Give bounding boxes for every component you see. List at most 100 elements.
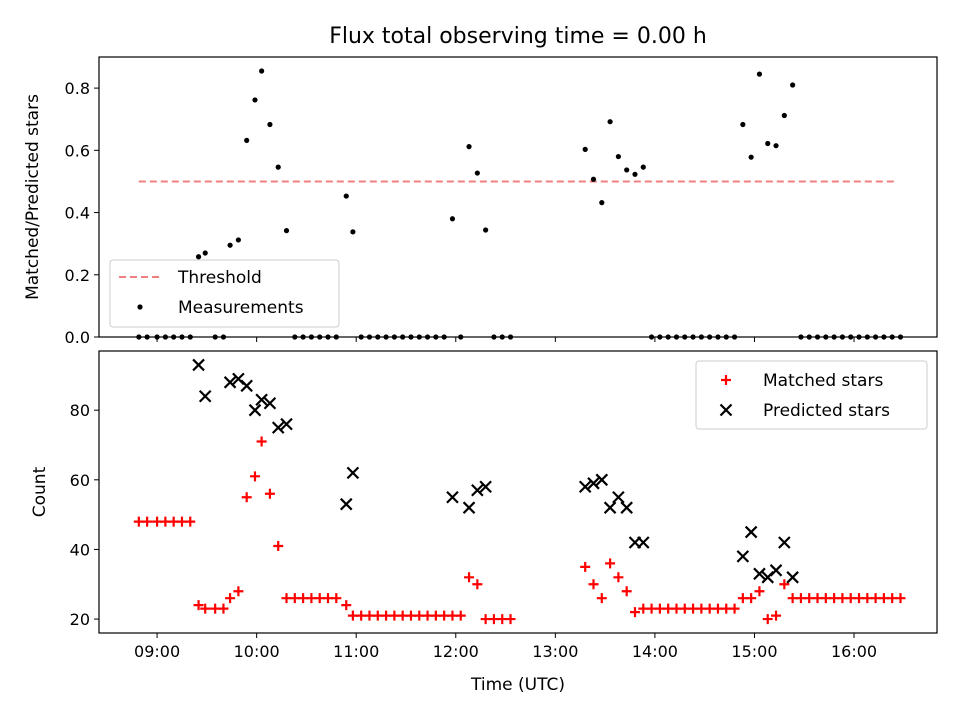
matched-stars-point [241,492,252,503]
measurement-point [227,242,233,248]
predicted-stars-point [446,490,459,504]
predicted-stars-point [769,564,783,577]
predicted-stars-point [753,567,766,581]
legend-matched-swatch [721,375,731,385]
bottom-legend: Matched stars Predicted stars [695,360,928,430]
matched-stars-point [249,471,260,482]
matched-stars-point [233,586,244,597]
bottom-legend-box [695,360,928,430]
predicted-stars-point [271,421,285,434]
measurement-point [283,228,290,234]
measurement-point [483,227,489,233]
measurement-point [466,144,472,150]
measurement-point [275,164,281,170]
measurement-point [195,254,202,260]
matched-stars-point [605,558,616,569]
measurement-point [624,167,630,173]
predicted-stars-point [240,379,253,393]
measurement-point [640,164,646,170]
predicted-stars-point [778,536,791,549]
predicted-stars-point [346,466,360,480]
measurement-point [202,250,208,256]
measurement-point [615,153,621,160]
predicted-stars-point [339,497,353,511]
matched-stars-point [472,579,483,590]
bottom-panel: Count Time (UTC) 09:00 10:00 11:00 12:00 13:… [30,350,938,695]
predicted-stars-point [612,490,625,504]
matched-stars-point [193,600,204,611]
matched-stars-point [613,572,624,583]
predicted-stars-point [263,396,277,410]
measurement-point [590,176,597,182]
x-tick-label: 13:00 [532,642,578,661]
matched-stars-point [779,579,790,590]
x-tick-label: 12:00 [433,642,479,661]
matched-stars-point [505,614,516,625]
predicted-stars-point [578,480,592,494]
matched-stars-point [746,593,757,604]
matched-stars-point [629,607,640,618]
measurement-point [244,137,250,143]
measurement-point [449,216,456,222]
predicted-stars-point [603,501,617,514]
matched-stars-point [273,540,284,551]
matched-stars-point [341,600,352,611]
predicted-stars-point [255,393,268,407]
matched-stars-point [895,593,906,604]
top-legend-box [109,259,340,328]
measurement-point [252,97,258,103]
matched-stars-point [580,561,591,572]
x-tick-label: 11:00 [333,642,379,661]
measurement-point [235,237,241,243]
legend-measurements-swatch [137,304,143,310]
x-tick-label: 15:00 [731,642,777,661]
bottom-y-axis-label: Count [30,466,50,517]
matched-stars-point [588,579,599,590]
matched-stars-point [762,614,773,625]
y-tick-label: 0.6 [65,141,90,160]
measurement-point [582,146,588,152]
matched-stars-point [200,603,211,614]
predicted-stars-point [198,389,212,403]
matched-stars-point [596,593,607,604]
measurement-point [343,193,349,199]
x-tick-label: 09:00 [134,642,180,661]
measurement-point [259,68,265,74]
measurement-point [474,170,480,176]
predicted-stars-point [786,571,799,584]
chart-title: Flux total observing time = 0.00 h [329,24,707,49]
top-panel: Matched/Predicted stars 0.0 0.2 0.4 0.6 0.8 T… [23,56,938,347]
matched-stars-point [142,516,153,527]
legend-threshold-label: Threshold [177,268,262,288]
y-tick-label: 0.2 [65,266,90,285]
matched-stars-point [621,586,632,597]
bottom-axes-frame [98,350,938,634]
matched-stars-point [185,516,196,527]
predicted-stars-point [280,417,293,431]
predicted-stars-point [637,536,650,549]
legend-predicted-label: Predicted stars [763,401,890,421]
predicted-stars-point [744,525,758,539]
measurement-point [790,82,796,88]
matched-stars-point [264,488,275,499]
measurement-point [267,121,273,128]
measurement-point [748,154,754,160]
matched-stars-point [225,593,236,604]
measurement-point [632,171,638,177]
x-tick-label: 10:00 [234,642,280,661]
x-tick-label: 14:00 [632,642,678,661]
measurement-point [350,229,356,235]
x-tick-label: 16:00 [831,642,877,661]
predicted-stars-point [620,501,633,514]
measurement-point [756,71,763,77]
measurement-point [781,112,787,119]
top-y-axis-label: Matched/Predicted stars [23,94,43,300]
y-tick-label: 40 [70,540,90,559]
y-tick-label: 0.8 [65,79,90,98]
matched-stars-point [729,603,740,614]
predicted-stars-point [587,477,600,490]
top-legend: Threshold Measurements [109,259,340,328]
matched-stars-point [464,572,475,583]
legend-matched-label: Matched stars [763,371,883,391]
measurement-point [740,121,746,128]
